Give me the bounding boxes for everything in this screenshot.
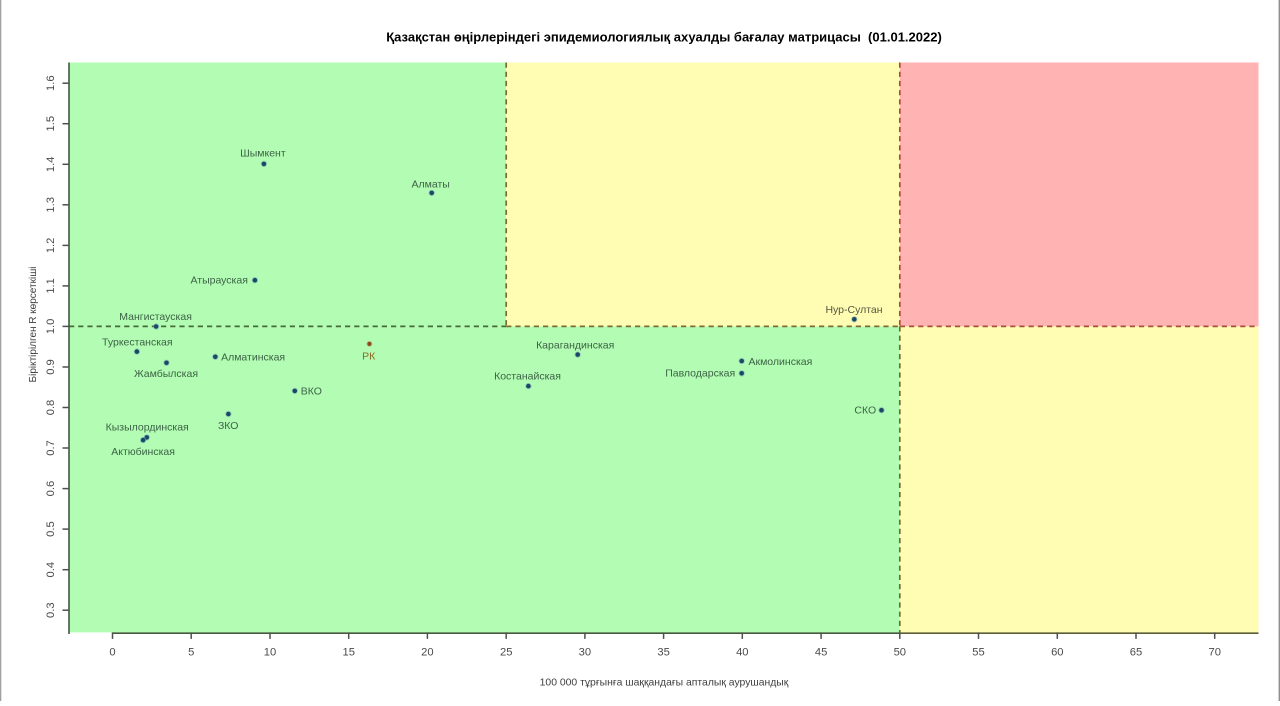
svg-text:0.7: 0.7 [45, 440, 57, 456]
svg-text:100 000 тұрғынға шаққандағы ап: 100 000 тұрғынға шаққандағы апталық ауру… [540, 677, 789, 688]
svg-text:Атырауская: Атырауская [190, 275, 247, 287]
svg-text:65: 65 [1130, 647, 1142, 659]
svg-text:40: 40 [736, 647, 748, 659]
svg-text:0.9: 0.9 [45, 359, 57, 375]
svg-text:35: 35 [657, 647, 669, 659]
svg-text:1.3: 1.3 [45, 197, 57, 213]
svg-text:0.3: 0.3 [45, 602, 57, 618]
svg-text:0.4: 0.4 [45, 562, 57, 578]
svg-text:Алматы: Алматы [412, 178, 450, 190]
svg-text:ЗКО: ЗКО [218, 420, 239, 432]
svg-text:5: 5 [188, 647, 194, 659]
svg-text:55: 55 [972, 647, 984, 659]
svg-text:ВКО: ВКО [301, 386, 322, 398]
svg-text:РК: РК [362, 350, 376, 362]
svg-text:1.5: 1.5 [45, 116, 57, 132]
svg-text:25: 25 [500, 647, 512, 659]
svg-text:Шымкент: Шымкент [240, 148, 286, 160]
svg-text:Карагандинская: Карагандинская [536, 339, 614, 351]
svg-text:1.6: 1.6 [45, 75, 57, 91]
svg-text:0.6: 0.6 [45, 481, 57, 497]
svg-text:1.4: 1.4 [45, 157, 57, 173]
svg-text:Кызылординская: Кызылординская [106, 422, 189, 434]
svg-text:45: 45 [815, 647, 827, 659]
svg-text:30: 30 [579, 647, 591, 659]
svg-text:Мангистауская: Мангистауская [119, 311, 192, 323]
svg-text:Костанайская: Костанайская [494, 370, 561, 382]
svg-text:0.5: 0.5 [45, 521, 57, 537]
svg-text:Акмолинская: Акмолинская [748, 356, 812, 368]
svg-text:50: 50 [894, 647, 906, 659]
svg-text:Алматинская: Алматинская [221, 352, 285, 364]
svg-text:1.2: 1.2 [45, 238, 57, 254]
svg-text:Туркестанская: Туркестанская [102, 336, 173, 348]
svg-text:СКО: СКО [854, 405, 876, 417]
svg-text:1.1: 1.1 [45, 278, 57, 294]
svg-text:Біріктірілген R көрсеткіші: Біріктірілген R көрсеткіші [28, 267, 39, 383]
svg-text:Актюбинская: Актюбинская [111, 446, 175, 458]
svg-text:0.8: 0.8 [45, 400, 57, 416]
svg-text:1.0: 1.0 [45, 319, 57, 335]
svg-text:Жамбылская: Жамбылская [134, 368, 198, 380]
svg-text:10: 10 [264, 647, 276, 659]
svg-text:20: 20 [421, 647, 433, 659]
svg-text:Павлодарская: Павлодарская [665, 368, 735, 380]
svg-text:70: 70 [1208, 647, 1220, 659]
svg-text:60: 60 [1051, 647, 1063, 659]
svg-text:Нур-Султан: Нур-Султан [825, 304, 882, 316]
svg-text:15: 15 [342, 647, 354, 659]
svg-text:Қазақстан өңірлеріндегі эпидем: Қазақстан өңірлеріндегі эпидемиологиялық… [386, 30, 942, 45]
svg-text:0: 0 [109, 647, 115, 659]
